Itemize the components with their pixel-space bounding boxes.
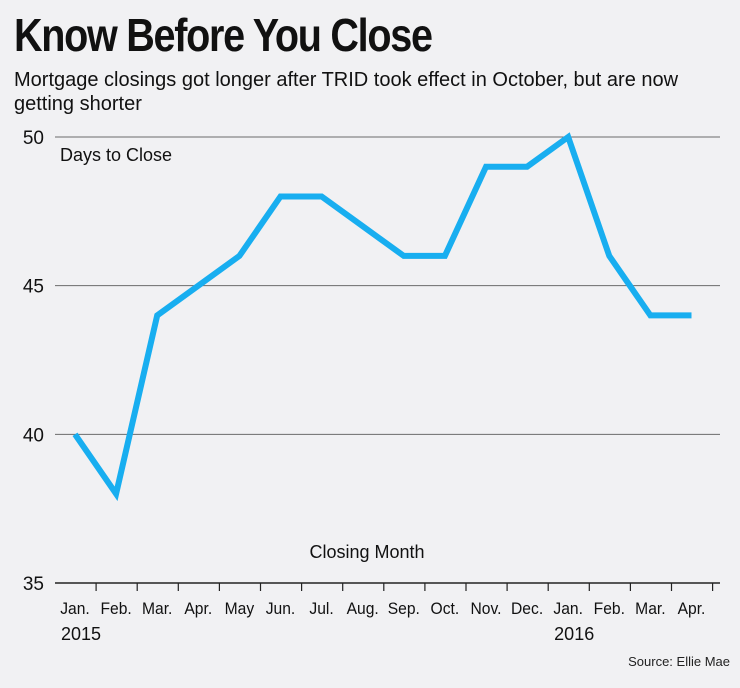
x-tick-label: Dec. [511, 599, 543, 618]
x-tick-label: Oct. [431, 599, 460, 618]
source-note: Source: Ellie Mae [628, 654, 730, 669]
x-tick-label: Feb. [594, 599, 625, 618]
x-tick-label: Feb. [100, 599, 131, 618]
x-tick-label: Sep. [388, 599, 420, 618]
x-tick-label: Apr. [678, 599, 706, 618]
x-year-label: 2015 [61, 624, 101, 644]
x-axis-title: Closing Month [309, 542, 424, 562]
x-tick-label: Mar. [142, 599, 172, 618]
y-axis-title: Days to Close [60, 145, 172, 165]
y-tick-label: 45 [23, 277, 44, 298]
x-tick-label: May [225, 599, 255, 618]
x-tick-label: Mar. [635, 599, 665, 618]
series-line [72, 132, 692, 502]
x-tick-label: Jan. [553, 599, 583, 618]
x-year-label: 2016 [554, 624, 594, 644]
chart-title: Know Before You Close [14, 9, 433, 61]
x-tick-label: Jul. [309, 599, 333, 618]
x-tick-label: Jan. [60, 599, 90, 618]
x-tick-label: Jun. [266, 599, 296, 618]
x-tick-label: Apr. [184, 599, 212, 618]
x-tick-label: Nov. [471, 599, 502, 618]
chart-subtitle: Mortgage closings got longer after TRID … [14, 69, 679, 115]
y-tick-label: 35 [23, 574, 44, 595]
x-tick-label: Aug. [347, 599, 379, 618]
y-tick-label: 50 [23, 128, 44, 149]
y-tick-label: 40 [23, 425, 44, 446]
